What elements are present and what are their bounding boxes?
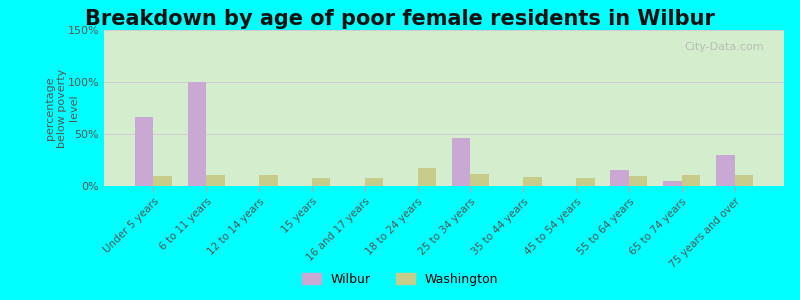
Bar bbox=[206, 175, 225, 186]
Bar bbox=[418, 168, 436, 186]
Bar bbox=[135, 117, 154, 186]
Bar bbox=[576, 178, 594, 186]
Legend: Wilbur, Washington: Wilbur, Washington bbox=[297, 268, 503, 291]
Bar bbox=[154, 176, 172, 186]
Bar bbox=[259, 175, 278, 186]
Text: City-Data.com: City-Data.com bbox=[684, 43, 763, 52]
Bar bbox=[188, 82, 206, 186]
Bar bbox=[470, 173, 489, 186]
Bar bbox=[629, 176, 647, 186]
Bar bbox=[663, 181, 682, 186]
Bar bbox=[312, 178, 330, 186]
Bar bbox=[610, 170, 629, 186]
Bar bbox=[523, 177, 542, 186]
Bar bbox=[716, 155, 734, 186]
Bar bbox=[452, 138, 470, 186]
Bar bbox=[365, 178, 383, 186]
Y-axis label: percentage
below poverty
level: percentage below poverty level bbox=[46, 68, 78, 148]
Bar bbox=[682, 175, 700, 186]
Bar bbox=[734, 175, 753, 186]
Text: Breakdown by age of poor female residents in Wilbur: Breakdown by age of poor female resident… bbox=[85, 9, 715, 29]
